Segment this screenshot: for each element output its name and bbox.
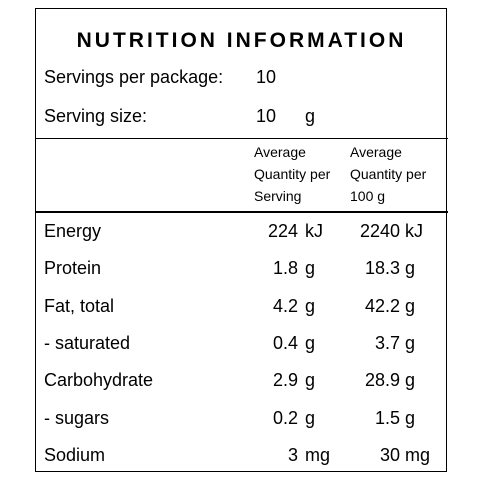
column-header: Average [254,144,306,160]
per-100g-value: 18.3 [364,258,400,279]
per-100g-value: 28.9 [364,370,400,391]
nutrient-name: - saturated [44,332,131,353]
serving-size-label: Serving size: [44,106,148,126]
per-100g-value: 1.5 [374,407,400,428]
per-100g-unit: g [405,295,416,316]
servings-label: Servings per package: [44,67,224,87]
servings-value: 10 [256,67,277,87]
per-100g-unit: g [405,407,416,428]
per-serving-unit: kJ [305,221,323,241]
per-serving-unit: g [305,370,316,391]
per-serving-unit: g [305,332,316,353]
divider [35,138,448,139]
per-100g-value: 30 [379,444,400,465]
divider-thick [35,211,448,213]
per-serving-value: 4.2 [272,295,298,316]
per-serving-unit: g [305,295,316,316]
column-header: 100 g [350,188,386,204]
per-100g-value: 2240 [359,221,400,241]
per-100g-unit: g [405,370,416,391]
title: NUTRITION INFORMATION [76,29,407,52]
nutrient-name: Energy [44,221,102,241]
per-serving-unit: mg [305,444,331,465]
column-header: Quantity per [350,166,427,182]
serving-size-unit: g [305,106,316,126]
per-serving-unit: g [305,258,316,279]
per-100g-unit: g [405,332,416,353]
per-100g-unit: kJ [405,221,423,241]
nutrient-name: Sodium [44,444,106,465]
per-serving-value: 0.2 [272,407,298,428]
column-header: Average [350,144,402,160]
per-serving-value: 0.4 [272,332,298,353]
per-100g-unit: g [405,258,416,279]
per-100g-value: 3.7 [374,332,400,353]
per-100g-value: 42.2 [364,295,400,316]
panel-border [35,8,447,472]
serving-size-value: 10 [256,106,277,126]
per-serving-value: 1.8 [272,258,298,279]
per-serving-value: 2.9 [272,370,298,391]
per-serving-value: 224 [267,221,298,241]
nutrient-name: Carbohydrate [44,370,154,391]
nutrient-name: Fat, total [44,295,115,316]
per-100g-unit: mg [405,444,431,465]
nutrient-name: Protein [44,258,102,279]
column-header: Quantity per [254,166,331,182]
per-serving-value: 3 [287,444,298,465]
column-header: Serving [254,188,302,204]
nutrient-name: - sugars [44,407,110,428]
per-serving-unit: g [305,407,316,428]
